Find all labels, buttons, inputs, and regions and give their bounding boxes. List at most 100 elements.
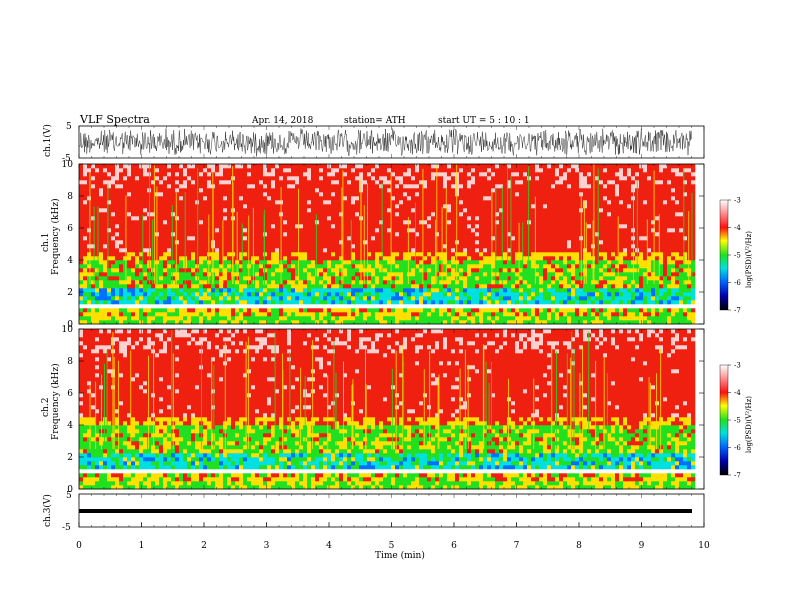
spectrogram-cell [423,208,428,213]
spectrogram-cell [503,228,508,233]
spectrogram-cell [507,300,512,305]
spectrogram-cell [259,240,264,245]
spectrogram-cell [323,264,328,269]
spectrogram-cell [499,284,504,289]
spectrogram-cell [523,252,528,257]
spectrogram-cell [103,172,108,177]
spectrogram-cell [95,264,100,269]
spectrogram-cell [247,192,252,197]
spectrogram-cell [411,212,416,217]
spectrogram-cell [499,272,504,277]
spectrogram-cell [271,316,276,321]
spectrogram-cell [371,292,376,297]
spectrogram-cell [83,272,88,277]
spectrogram-cell [467,224,472,229]
spectrogram-cell [103,184,108,189]
spectrogram-cell [223,248,228,253]
spectrogram-cell [123,212,128,217]
spectrogram-cell [163,260,168,265]
spectrogram-cell [479,316,484,321]
spectrogram-cell [363,184,368,189]
spectrogram-cell [515,180,520,185]
spectrogram-cell [219,252,224,257]
spectrogram-cell [411,320,416,325]
spectrogram-cell [319,164,324,169]
spectrogram-cell [223,220,228,225]
spectrogram-cell [267,196,272,201]
spectrogram-cell [227,252,232,257]
spectrogram-cell [259,272,264,277]
spectrogram-cell [571,180,576,185]
spectrogram-cell [339,172,344,177]
spectrogram-cell [207,316,212,321]
spectrogram-cell [463,180,468,185]
spectrogram-cell [195,228,200,233]
spectrogram-cell [519,256,524,261]
spectrogram-cell [439,232,444,237]
spectrogram-cell [351,188,356,193]
spectrogram-cell [171,228,176,233]
spectrogram-cell [559,276,564,281]
spectrogram-cell [231,308,236,313]
spectrogram-cell [411,204,416,209]
spectrogram-cell [287,220,292,225]
spectrogram-cell [79,208,84,213]
spectrogram-cell [239,300,244,305]
spectrogram-cell [551,300,556,305]
spectrogram-cell [87,180,92,185]
spectrogram-cell [491,228,496,233]
spectrogram-cell [363,312,368,317]
spectrogram-cell [507,316,512,321]
spectrogram-cell [419,248,424,253]
spectrogram-cell [215,252,220,257]
spectrogram-cell [511,228,516,233]
spectrogram-cell [519,308,524,313]
spectrogram-cell [151,212,156,217]
spectrogram-cell [195,196,200,201]
spectrogram-cell [263,260,268,265]
spectrogram-cell [419,284,424,289]
spectrogram-cell [291,312,296,317]
spectrogram-cell [243,172,248,177]
spectrogram-cell [91,312,96,317]
spectrogram-cell [255,272,260,277]
spectrogram-cell [271,196,276,201]
spectrogram-cell [159,192,164,197]
spectrogram-cell [451,308,456,313]
spectrogram-cell [483,248,488,253]
spectrogram-cell [363,176,368,181]
figure-header: VLF Spectra Apr. 14, 2018 station= ATH s… [79,113,530,126]
spectrogram-cell [255,180,260,185]
spectrogram-cell [115,308,120,313]
spectrogram-cell [171,192,176,197]
spectrogram-cell [115,296,120,301]
spectrogram-cell [211,308,216,313]
spectrogram-cell [231,300,236,305]
spectrogram-cell [303,260,308,265]
spectrogram-cell [263,204,268,209]
spectrogram-cell [103,224,108,229]
spectrogram-cell [383,320,388,325]
spectrogram-cell [187,252,192,257]
spectrogram-cell [223,224,228,229]
spectrogram-cell [87,168,92,173]
spectrogram-cell [495,252,500,257]
spectrogram-cell [123,240,128,245]
spectrogram-cell [135,172,140,177]
spectrogram-cell [447,196,452,201]
spectrogram-cell [483,232,488,237]
spectrogram-cell [155,180,160,185]
spectrogram-cell [475,320,480,325]
spectrogram-cell [223,180,228,185]
spectrogram-cell [127,200,132,205]
spectrogram-cell [527,212,532,217]
spectrogram-cell [463,200,468,205]
spectrogram-cell [219,260,224,265]
spectrogram-cell [283,212,288,217]
spectrogram-cell [167,260,172,265]
spectrogram-cell [239,192,244,197]
spectrogram-cell [499,236,504,241]
spectrogram-cell [259,276,264,281]
spectrogram-cell [483,176,488,181]
spectrogram-cell [391,196,396,201]
